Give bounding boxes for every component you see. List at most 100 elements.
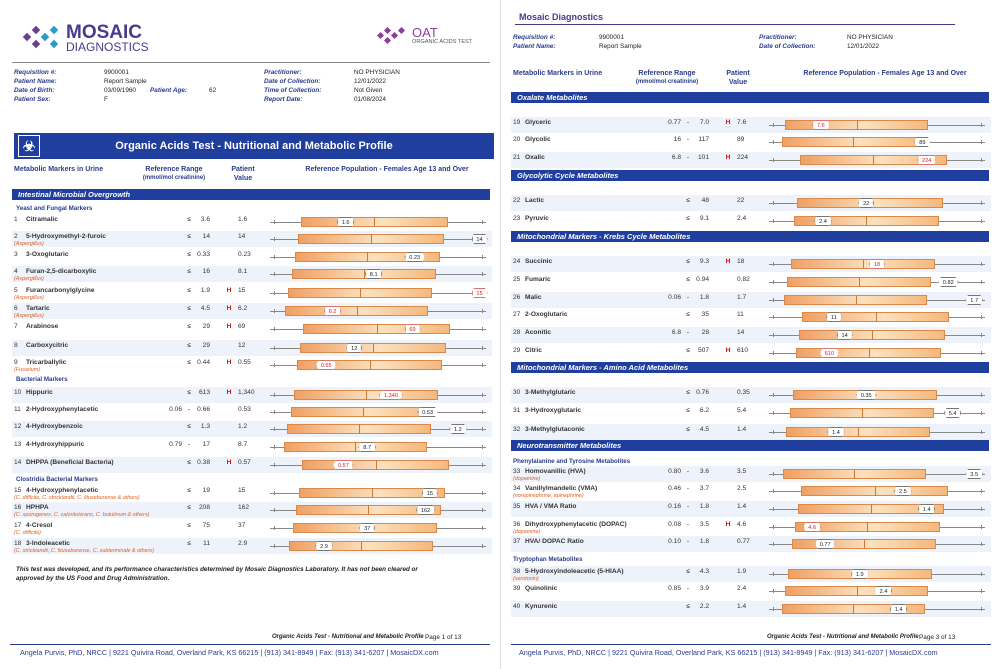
whisker-cap (980, 393, 982, 397)
range-low: 0.16 (668, 503, 681, 510)
range-separator: - (686, 521, 690, 528)
range-high: 3.6 (699, 468, 709, 475)
marker-row: 26 Malic 0.06- 1.8 1.7 1.7 (511, 292, 991, 308)
reference-box (287, 424, 431, 434)
whisker-cap (274, 363, 276, 367)
marker-row: 33 Homovanillic (HVA) (dopamine) 0.80- 3.6 3.… (511, 466, 991, 482)
range-separator: - (686, 485, 690, 492)
median-line (856, 120, 858, 130)
whisker-cap (274, 491, 276, 495)
marker-number: 38 (513, 568, 521, 575)
range-separator: - (686, 119, 690, 126)
patient-value-marker: 162 (415, 505, 436, 515)
range-separator: ≤ (187, 287, 191, 294)
high-flag: H (226, 389, 232, 396)
marker-number: 5 (14, 287, 18, 294)
marker-row: 32 3-Methylglutaconic ≤4.5 1.4 1.4 (511, 424, 991, 440)
whisker-cap (980, 315, 982, 319)
footer-address: Angela Purvis, PhD, NRCC | 9221 Quivira … (20, 648, 439, 657)
whisker-cap (773, 315, 775, 319)
range-separator: ≤ (686, 276, 690, 283)
range-high: 3.5 (699, 521, 709, 528)
marker-number: 10 (14, 389, 22, 396)
median-line (363, 269, 365, 279)
whisker-cap (481, 327, 483, 331)
reference-bar: 1.4 (769, 427, 985, 437)
whisker-cap (481, 526, 483, 530)
median-line (873, 155, 875, 165)
range-high: 6.2 (699, 407, 709, 414)
p2-title: Mosaic Diagnostics (519, 12, 604, 22)
range-high: 29 (202, 323, 210, 330)
range-separator: - (686, 294, 690, 301)
whisker-cap (980, 489, 982, 493)
patient-value: 1.4 (737, 426, 747, 433)
report-page-3: Mosaic Diagnostics Requisition #: 9900001… (500, 0, 1000, 669)
whisker-cap (773, 333, 775, 337)
whisker-cap (481, 309, 483, 313)
patient-value: 6.2 (238, 305, 248, 312)
whisker-cap (274, 327, 276, 331)
marker-number: 22 (513, 197, 521, 204)
median-line (376, 324, 378, 334)
range-high: 101 (697, 154, 709, 161)
median-line (358, 424, 360, 434)
whisker-cap (980, 589, 982, 593)
hdr-markers: Metabolic Markers in Urine (513, 70, 603, 77)
marker-name: Glycolic (525, 136, 551, 143)
range-separator: - (686, 136, 690, 143)
median-line (853, 137, 855, 147)
marker-number: 7 (14, 323, 18, 330)
whisker-cap (773, 201, 775, 205)
range-separator: - (686, 503, 690, 510)
reference-bar: 1.4 (769, 504, 985, 514)
patient-value: 0.82 (737, 276, 750, 283)
median-line (866, 216, 868, 226)
patient-value: 15 (238, 287, 246, 294)
patient-value-marker: 2.9 (315, 541, 333, 551)
range-high: 9.1 (699, 215, 709, 222)
range-separator: ≤ (187, 487, 191, 494)
patient-value: 14 (737, 329, 745, 336)
patient-value-marker: 2.4 (814, 216, 832, 226)
hdr-value: Value (728, 79, 748, 86)
high-flag: H (725, 119, 731, 126)
hdr-value: Value (233, 175, 253, 182)
range-low: 0.77 (668, 119, 681, 126)
patient-value: 1.7 (737, 294, 747, 301)
range-low: 0.80 (668, 468, 681, 475)
marker-number: 4 (14, 268, 18, 275)
info-label: Date of Collection: (759, 43, 816, 50)
marker-row: 15 4-Hydroxyphenylacetic (C. difficile, C.… (12, 485, 492, 501)
patient-value-marker: 1,340 (378, 390, 403, 400)
subsection-header: Tryptophan Metabolites (513, 556, 583, 563)
range-separator: ≤ (187, 268, 191, 275)
whisker-cap (773, 140, 775, 144)
whisker-cap (773, 507, 775, 511)
marker-row: 39 Quinolinic 0.85- 3.9 2.4 2.4 (511, 583, 991, 599)
oat-subtitle: ORGANIC ACIDS TEST (412, 39, 473, 45)
marker-row: 8 Carboxycitric ≤29 12 12 (12, 340, 492, 356)
oat-logo: OAT ORGANIC ACIDS TEST (376, 25, 486, 50)
range-high: 0.66 (197, 406, 210, 413)
patient-value: 69 (238, 323, 246, 330)
whisker-cap (274, 445, 276, 449)
footer-title: Organic Acids Test - Nutritional and Met… (767, 634, 919, 640)
median-line (867, 522, 869, 532)
patient-value-marker: 0.82 (937, 277, 959, 287)
marker-number: 28 (513, 329, 521, 336)
patient-value-marker: 2.5 (894, 486, 912, 496)
whisker-cap (274, 291, 276, 295)
reference-box (284, 442, 427, 452)
patient-value: 7.6 (737, 119, 747, 126)
whisker-cap (274, 463, 276, 467)
marker-organism-note: (Aspergillus) (14, 241, 44, 247)
marker-name: 3-Indoleacetic (26, 540, 70, 547)
range-high: 48 (701, 197, 709, 204)
oat-title: OAT (412, 25, 438, 40)
marker-row: 30 3-Methylglutaric ≤0.76 0.35 0.35 (511, 387, 991, 403)
marker-organism-note: (Aspergillus) (14, 276, 44, 282)
range-high: 208 (198, 504, 210, 511)
sub-bacterial: Bacterial Markers (16, 376, 68, 383)
range-separator: - (187, 406, 191, 413)
